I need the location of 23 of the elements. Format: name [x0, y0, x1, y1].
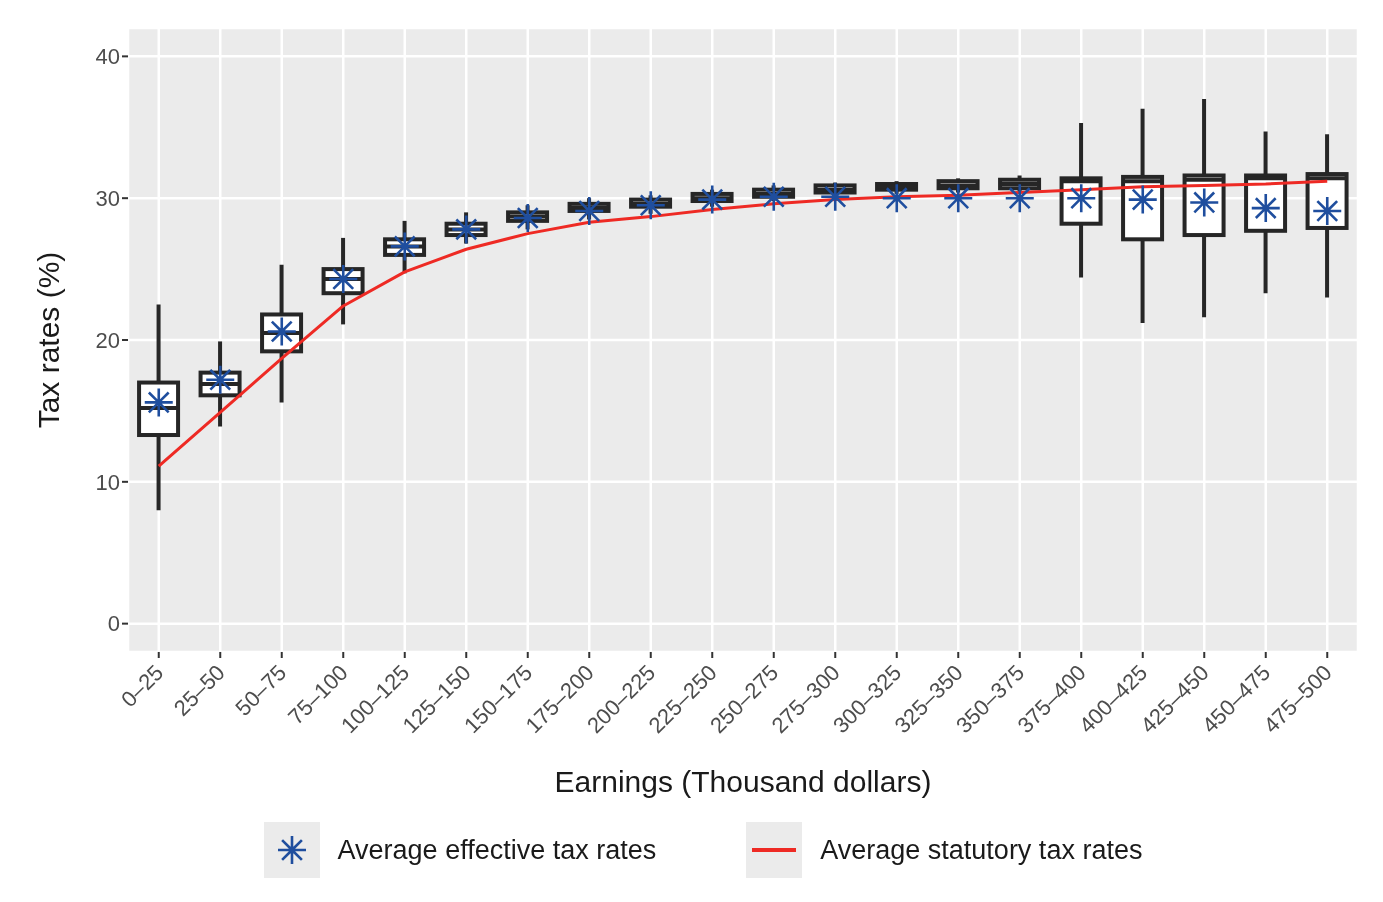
legend-label: Average effective tax rates: [337, 834, 657, 866]
line-series: [157, 179, 1329, 468]
point: [821, 182, 850, 211]
y-tick-label: 0: [107, 611, 120, 637]
y-tick-label: 30: [95, 185, 120, 211]
point: [575, 196, 604, 225]
point: [329, 265, 358, 294]
point: [636, 191, 665, 220]
point: [206, 365, 235, 394]
y-tick-label: 20: [95, 327, 120, 353]
legend-label: Average statutory tax rates: [820, 834, 1143, 866]
x-axis-title: Earnings (Thousand dollars): [554, 765, 932, 798]
y-tick-label: 40: [95, 44, 120, 70]
point: [759, 182, 788, 211]
point: [513, 204, 542, 233]
point: [882, 184, 911, 213]
point: [390, 232, 419, 261]
point: [944, 184, 973, 213]
point: [698, 185, 727, 214]
y-axis-title: Tax rates (%): [31, 251, 65, 429]
point: [452, 215, 481, 244]
point: [1005, 184, 1034, 213]
y-tick-label: 10: [95, 469, 120, 495]
